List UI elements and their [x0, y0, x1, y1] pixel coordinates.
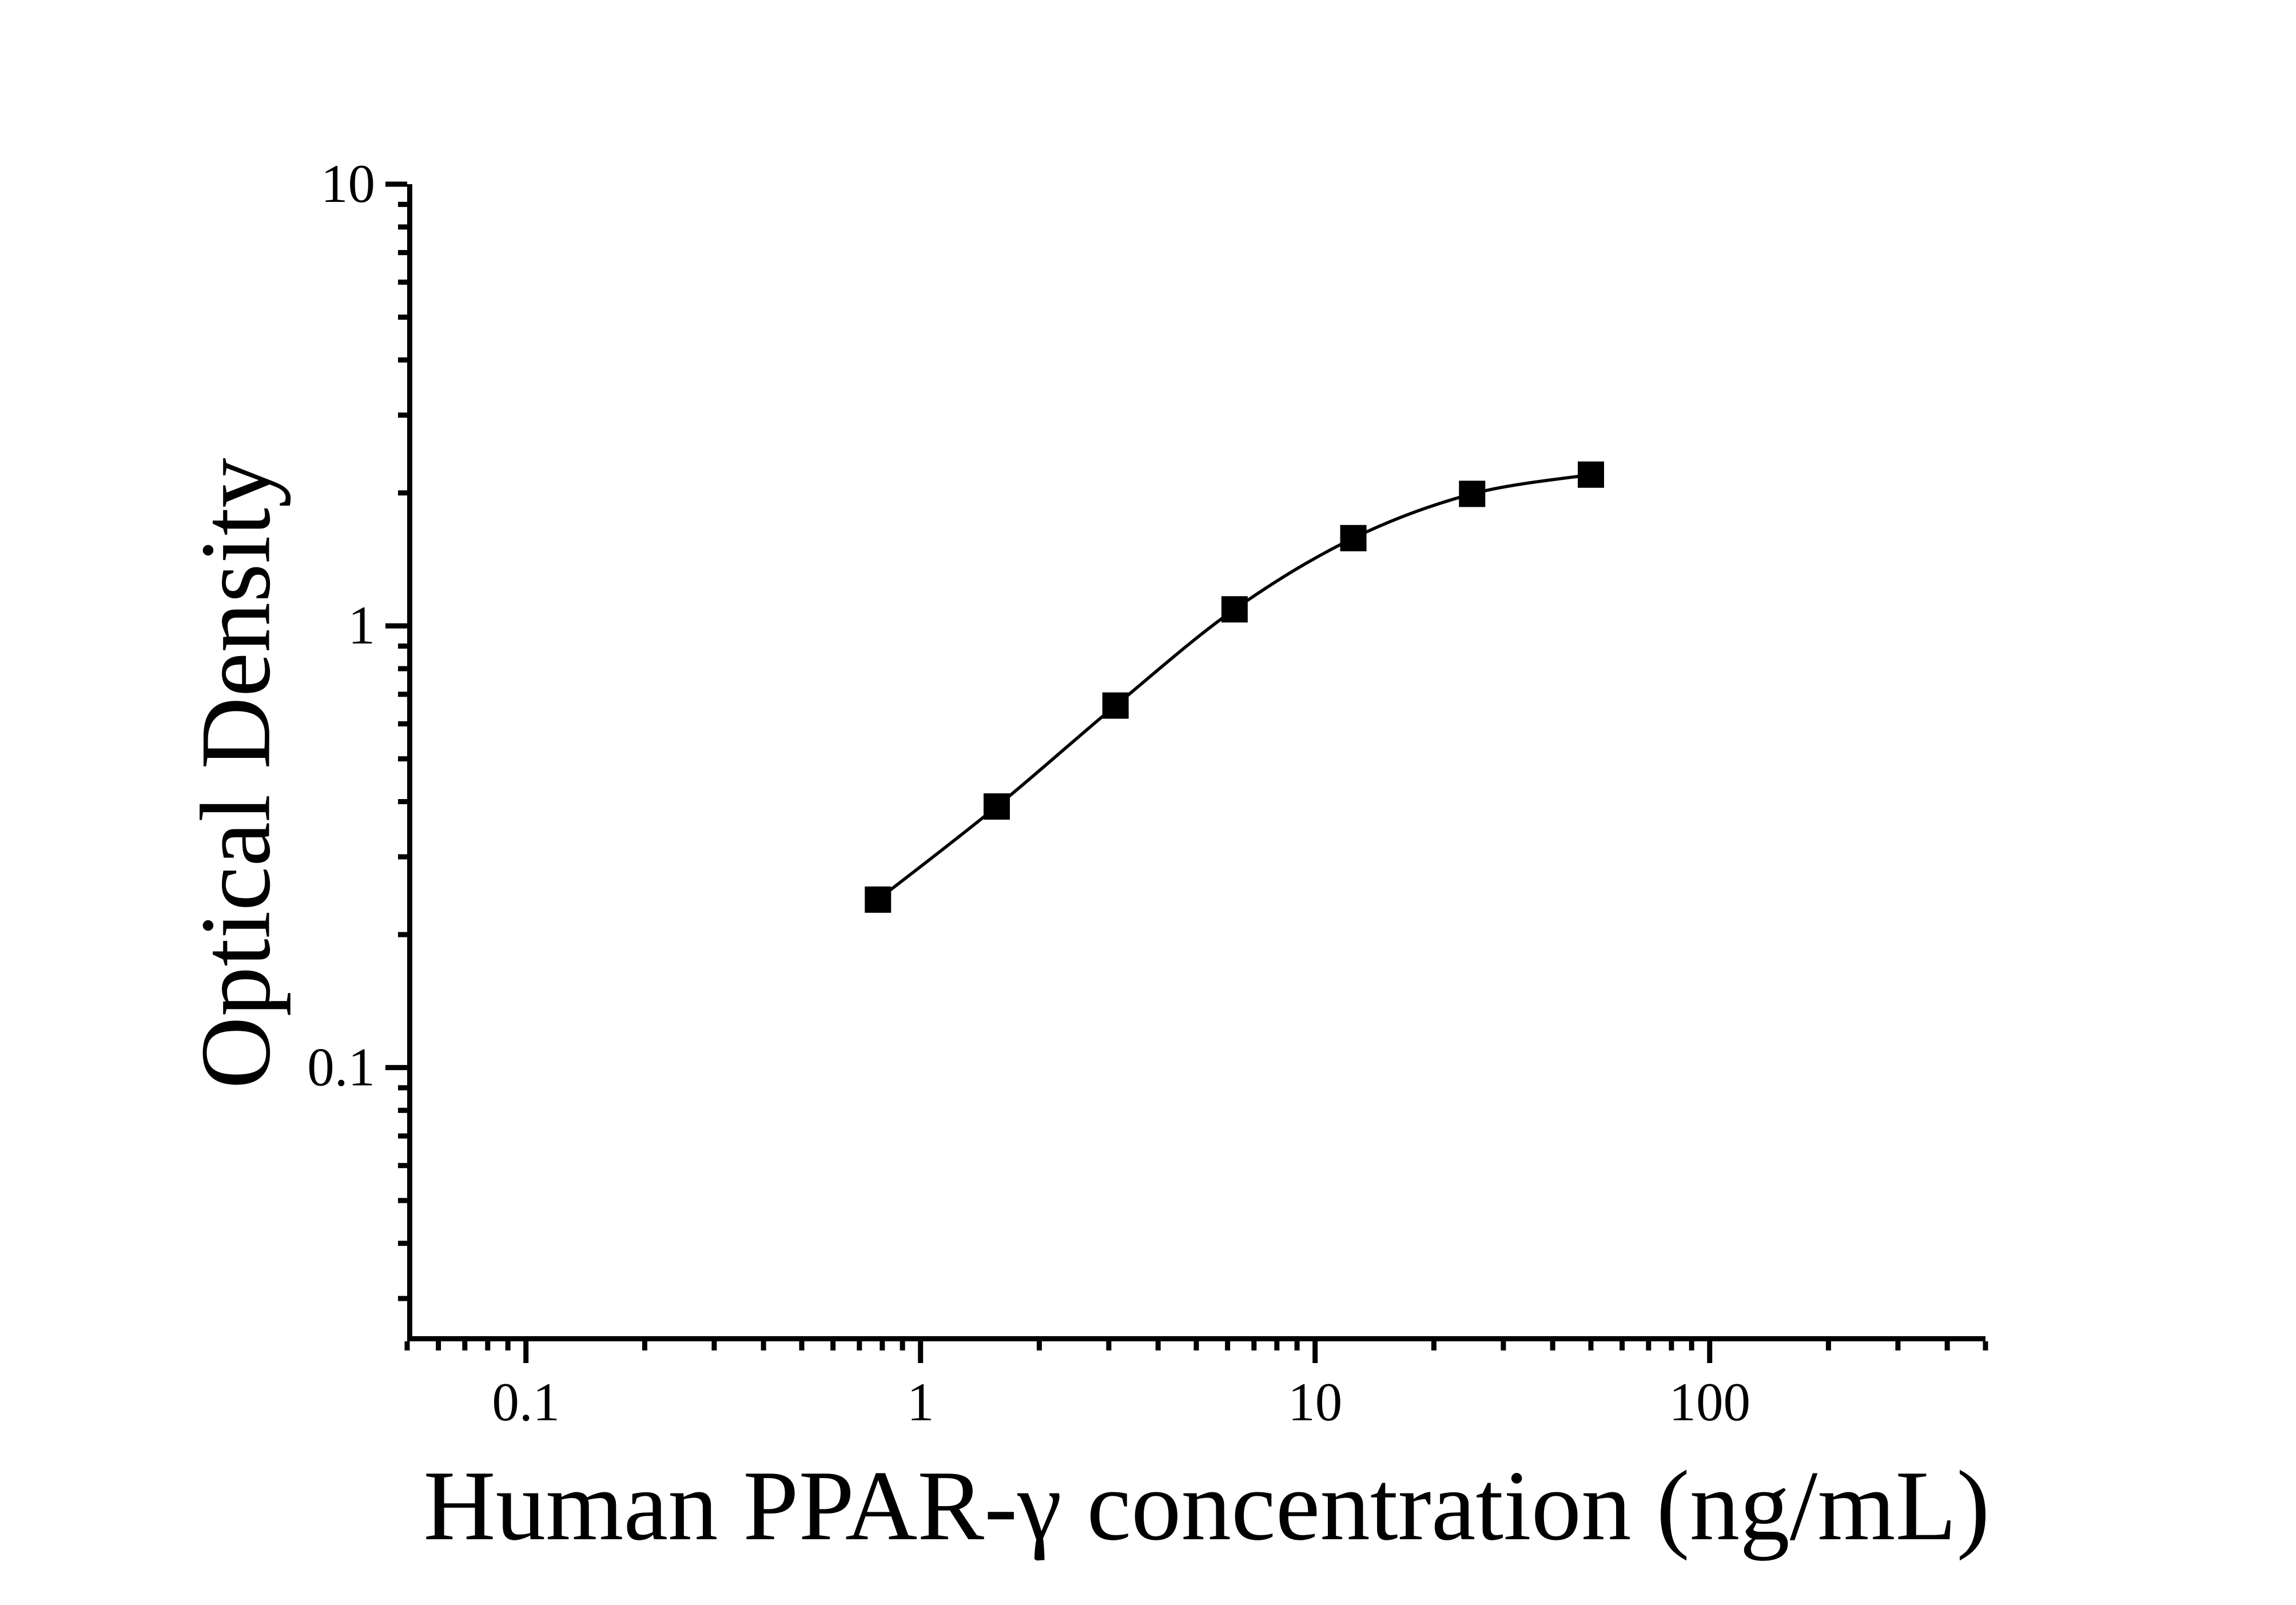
- y-minor-tick: [398, 1107, 407, 1113]
- y-axis-spine: [407, 184, 412, 1341]
- y-minor-tick: [398, 932, 407, 937]
- y-minor-tick: [398, 1133, 407, 1139]
- fit-curve: [877, 473, 1591, 901]
- y-minor-tick: [398, 1085, 407, 1091]
- x-tick-label: 10: [1288, 1372, 1342, 1432]
- y-minor-tick: [398, 490, 407, 496]
- y-minor-tick: [398, 756, 407, 762]
- x-minor-tick: [1193, 1341, 1199, 1350]
- y-axis-title: Optical Density: [180, 458, 291, 1089]
- y-minor-tick: [398, 201, 407, 207]
- x-minor-tick: [505, 1341, 511, 1350]
- y-minor-tick: [398, 1163, 407, 1169]
- x-minor-tick: [880, 1341, 885, 1350]
- x-minor-tick: [900, 1341, 905, 1350]
- x-minor-tick: [1225, 1341, 1231, 1350]
- x-minor-tick: [1431, 1341, 1437, 1350]
- x-minor-tick: [830, 1341, 836, 1350]
- x-tick-label: 100: [1669, 1372, 1750, 1432]
- data-series: [865, 461, 1604, 913]
- x-minor-tick: [1036, 1341, 1042, 1350]
- x-minor-tick: [1825, 1341, 1831, 1350]
- data-point-marker: [1340, 525, 1367, 551]
- x-minor-tick: [1106, 1341, 1112, 1350]
- x-major-tick: [1707, 1341, 1713, 1363]
- x-major-tick: [918, 1341, 924, 1363]
- x-minor-tick: [1689, 1341, 1694, 1350]
- x-minor-tick: [1274, 1341, 1280, 1350]
- y-minor-tick: [398, 1241, 407, 1246]
- x-minor-tick: [1983, 1341, 1988, 1350]
- x-minor-tick: [1944, 1341, 1950, 1350]
- x-major-tick: [1312, 1341, 1318, 1363]
- y-major-tick: [385, 1064, 407, 1070]
- x-minor-tick: [857, 1341, 862, 1350]
- y-major-tick: [385, 623, 407, 629]
- y-minor-tick: [398, 643, 407, 649]
- y-tick-label: 0.1: [307, 1036, 375, 1097]
- y-minor-tick: [398, 279, 407, 285]
- data-point-marker: [983, 793, 1010, 820]
- x-minor-tick: [1155, 1341, 1161, 1350]
- y-minor-tick: [398, 666, 407, 672]
- data-point-marker: [1221, 596, 1248, 623]
- x-minor-tick: [1550, 1341, 1555, 1350]
- y-minor-tick: [398, 314, 407, 320]
- y-minor-tick: [398, 224, 407, 230]
- x-axis-spine: [407, 1336, 1985, 1341]
- x-minor-tick: [1501, 1341, 1506, 1350]
- x-minor-tick: [1895, 1341, 1901, 1350]
- x-minor-tick: [1619, 1341, 1625, 1350]
- y-minor-tick: [398, 692, 407, 697]
- x-minor-tick: [642, 1341, 647, 1350]
- y-minor-tick: [398, 1198, 407, 1203]
- y-tick-label: 1: [348, 595, 376, 655]
- x-minor-tick: [485, 1341, 491, 1350]
- y-minor-tick: [398, 721, 407, 727]
- x-minor-tick: [711, 1341, 717, 1350]
- x-minor-tick: [1251, 1341, 1257, 1350]
- data-point-marker: [1459, 480, 1486, 507]
- y-minor-tick: [398, 854, 407, 860]
- x-axis: 0.1 1 10 100: [404, 1336, 1988, 1432]
- x-minor-tick: [1294, 1341, 1300, 1350]
- y-major-tick: [385, 181, 407, 187]
- data-point-marker: [865, 886, 892, 913]
- y-minor-tick: [398, 1296, 407, 1301]
- x-minor-tick: [1588, 1341, 1594, 1350]
- y-axis: 10 1 0.1: [307, 153, 412, 1341]
- x-tick-label: 0.1: [492, 1372, 560, 1432]
- x-minor-tick: [799, 1341, 805, 1350]
- x-axis-title: Human PPAR-γ concentration (ng/mL): [423, 1450, 1990, 1561]
- x-minor-tick: [761, 1341, 766, 1350]
- x-major-tick: [523, 1341, 529, 1363]
- x-minor-tick: [1646, 1341, 1652, 1350]
- x-minor-tick: [1669, 1341, 1674, 1350]
- x-minor-tick: [404, 1341, 410, 1350]
- y-minor-tick: [398, 357, 407, 363]
- y-tick-label: 10: [321, 153, 375, 214]
- y-minor-tick: [398, 250, 407, 256]
- x-tick-label: 1: [907, 1372, 934, 1432]
- data-point-marker: [1578, 461, 1604, 488]
- data-point-marker: [1102, 692, 1129, 719]
- y-minor-tick: [398, 798, 407, 804]
- y-minor-tick: [398, 412, 407, 418]
- x-minor-tick: [436, 1341, 441, 1350]
- x-minor-tick: [462, 1341, 468, 1350]
